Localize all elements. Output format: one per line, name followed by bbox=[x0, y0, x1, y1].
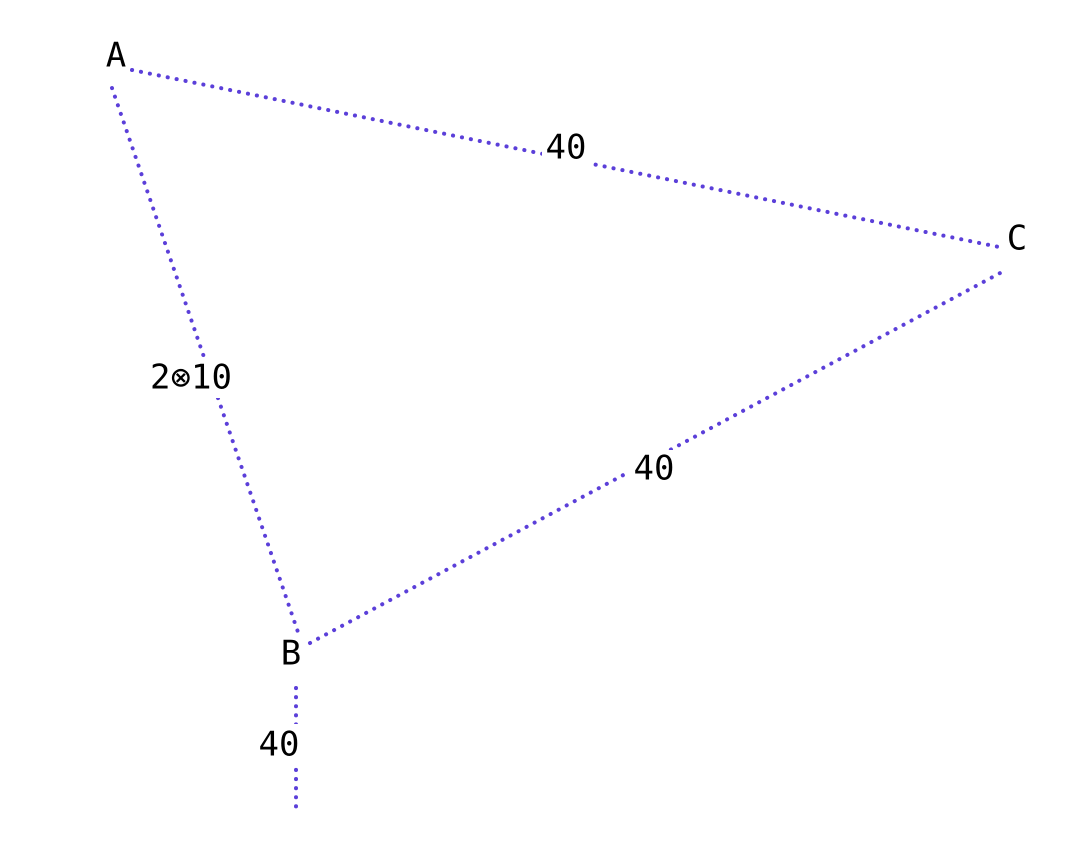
labels-layer: 2⊗10 40 40 40 A B C bbox=[106, 36, 1027, 766]
edge-label-ab: 2⊗10 bbox=[150, 358, 232, 398]
edge-label-bc: 40 bbox=[634, 449, 675, 489]
vertex-label-c: C bbox=[1007, 219, 1027, 259]
edges-layer bbox=[110, 68, 1006, 812]
edge-label-b-out: 40 bbox=[259, 725, 300, 765]
vertex-label-b: B bbox=[281, 634, 301, 674]
edge-label-ac: 40 bbox=[546, 128, 587, 168]
vertex-label-a: A bbox=[106, 36, 126, 76]
